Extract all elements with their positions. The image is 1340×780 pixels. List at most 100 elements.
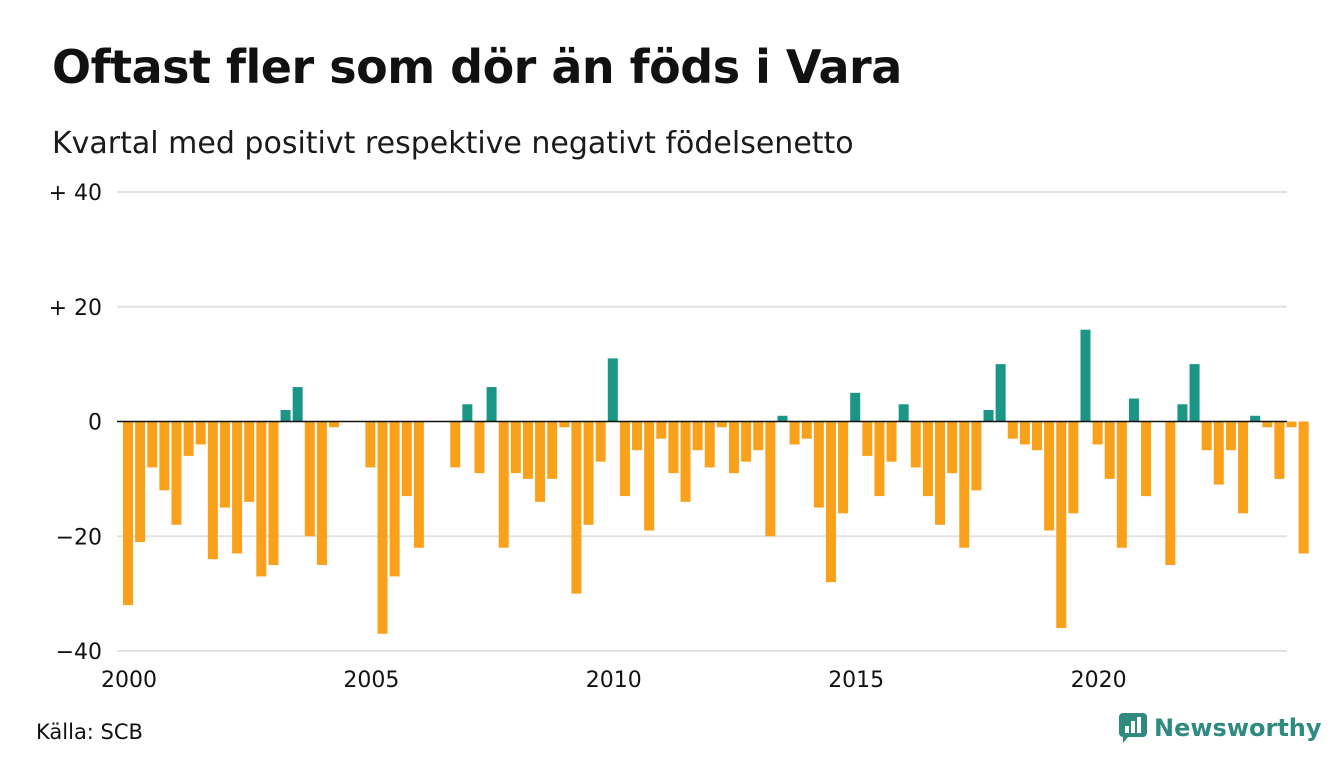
bar — [535, 421, 546, 502]
bar — [280, 410, 291, 422]
bar — [898, 404, 909, 422]
bar — [1225, 421, 1236, 451]
bar — [1019, 421, 1030, 445]
brand-logo: Newsworthy — [1118, 712, 1322, 744]
bar — [159, 421, 170, 491]
bar — [1298, 421, 1309, 554]
bar — [801, 421, 812, 439]
bar — [292, 387, 303, 422]
bar — [729, 421, 739, 474]
bar — [1044, 421, 1055, 531]
bar — [1068, 421, 1079, 514]
bar — [1128, 398, 1139, 422]
bar — [668, 421, 679, 474]
x-tick-label: 2010 — [586, 668, 642, 693]
bar — [935, 421, 946, 525]
bar — [329, 421, 340, 428]
bar — [1213, 421, 1224, 485]
bar — [825, 421, 836, 583]
bar — [1056, 421, 1067, 629]
bar — [147, 421, 158, 468]
bar — [486, 387, 497, 422]
bar — [219, 421, 230, 508]
bar — [789, 421, 800, 445]
bar — [195, 421, 206, 445]
bar — [304, 421, 315, 537]
x-tick-label: 2020 — [1071, 668, 1127, 693]
bar — [244, 421, 255, 502]
bar — [547, 421, 558, 479]
y-tick-label: + 40 — [49, 181, 102, 206]
brand-name: Newsworthy — [1154, 714, 1322, 742]
bar — [619, 421, 630, 497]
bar-chart: + 40 + 20 0 −20 −40 2000 2005 2010 2015 2020 — [49, 181, 1309, 693]
bar — [607, 358, 618, 422]
bar — [1274, 421, 1285, 479]
bar — [922, 421, 933, 497]
bar — [474, 421, 485, 474]
bar — [959, 421, 970, 548]
y-tick-label: −40 — [56, 640, 102, 665]
bar — [207, 421, 218, 560]
bar — [1189, 364, 1200, 422]
bar — [1262, 421, 1273, 428]
bar — [183, 421, 194, 456]
bar — [256, 421, 267, 577]
bar — [1201, 421, 1212, 451]
bar — [232, 421, 243, 554]
bar — [401, 421, 412, 497]
bar — [268, 421, 279, 565]
chart-title: Oftast fler som dör än föds i Vara — [52, 40, 902, 94]
newsworthy-chart-bubble-icon — [1119, 713, 1147, 743]
bar — [1250, 415, 1261, 422]
bar — [1032, 421, 1042, 451]
bar — [995, 364, 1006, 422]
bar — [559, 421, 570, 428]
bar — [365, 421, 376, 468]
x-tick-label: 2015 — [828, 668, 884, 693]
source-note: Källa: SCB — [36, 720, 143, 744]
bar — [716, 421, 727, 428]
bar — [1104, 421, 1115, 479]
bar — [498, 421, 509, 548]
bar — [656, 421, 667, 439]
bar — [983, 410, 994, 422]
x-tick-label: 2005 — [343, 668, 399, 693]
bar — [632, 421, 643, 451]
bar — [389, 421, 400, 577]
bar — [947, 421, 958, 474]
bar — [1007, 421, 1018, 439]
y-tick-label: −20 — [56, 525, 102, 550]
bar — [522, 421, 533, 479]
x-tick-label: 2000 — [101, 668, 157, 693]
bar — [595, 421, 606, 462]
bar — [510, 421, 521, 474]
bars — [123, 329, 1309, 634]
bar — [1080, 329, 1091, 422]
bar — [462, 404, 473, 422]
bar — [765, 421, 776, 537]
bar — [874, 421, 885, 497]
bar — [910, 421, 921, 468]
bar — [377, 421, 388, 634]
bar — [692, 421, 703, 451]
bar — [123, 421, 133, 606]
bar — [135, 421, 146, 542]
bar — [1177, 404, 1188, 422]
y-axis-labels: + 40 + 20 0 −20 −40 — [49, 181, 102, 665]
bar — [850, 392, 861, 422]
bar — [583, 421, 594, 525]
bar — [1116, 421, 1127, 548]
bar — [838, 421, 849, 514]
bar — [571, 421, 582, 594]
bar — [704, 421, 715, 468]
bar — [1141, 421, 1152, 497]
bar — [741, 421, 752, 462]
bar — [450, 421, 461, 468]
bar — [862, 421, 873, 456]
bar — [644, 421, 655, 531]
bar — [777, 415, 788, 422]
bar — [1092, 421, 1103, 445]
bar — [971, 421, 982, 491]
bar — [680, 421, 691, 502]
